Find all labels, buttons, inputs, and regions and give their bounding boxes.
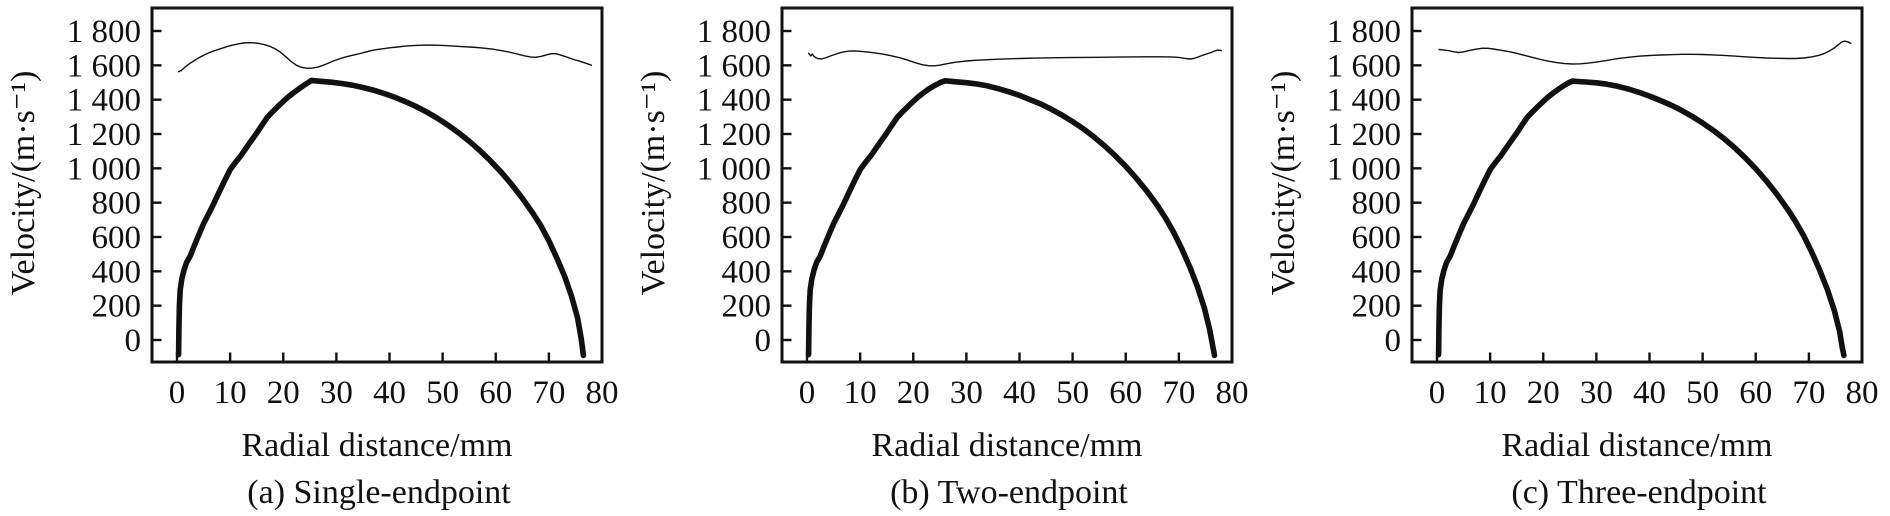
y-tick-label: 400 bbox=[1352, 254, 1402, 290]
y-tick-label: 1 400 bbox=[1327, 83, 1401, 119]
y-tick-label: 1 000 bbox=[67, 151, 141, 187]
x-tick-label: 10 bbox=[214, 375, 247, 411]
x-tick-label: 40 bbox=[373, 375, 406, 411]
y-tick-label: 200 bbox=[92, 289, 142, 325]
y-tick-label: 1 200 bbox=[67, 117, 141, 153]
y-tick-label: 0 bbox=[1385, 323, 1402, 359]
x-tick-label: 70 bbox=[1162, 375, 1195, 411]
plot-frame bbox=[780, 6, 1234, 364]
x-tick-label: 30 bbox=[950, 375, 983, 411]
y-tick-label: 400 bbox=[722, 254, 772, 290]
panel-two-endpoint: 0 10 20 30 40 50 60 70 80 0 200 400 600 800 1 000 1 200… bbox=[630, 0, 1260, 516]
y-axis-label: Velocity/(m·s⁻¹) bbox=[1265, 71, 1302, 296]
y-axis-label: Velocity/(m·s⁻¹) bbox=[635, 71, 672, 296]
y-tick-label: 600 bbox=[92, 220, 142, 256]
thin-velocity-curve bbox=[807, 49, 1223, 67]
plot-frame bbox=[150, 6, 604, 364]
x-tick-label: 50 bbox=[426, 375, 459, 411]
y-tick-label: 1 600 bbox=[67, 48, 141, 84]
x-tick-label: 10 bbox=[844, 375, 877, 411]
thick-velocity-curve bbox=[805, 78, 1218, 359]
y-axis-label: Velocity/(m·s⁻¹) bbox=[5, 71, 42, 296]
x-tick-label: 20 bbox=[267, 375, 300, 411]
x-tick-label: 30 bbox=[320, 375, 353, 411]
x-tick-label: 80 bbox=[1846, 375, 1879, 411]
x-tick-label: 0 bbox=[1429, 375, 1446, 411]
x-tick-label: 20 bbox=[1527, 375, 1560, 411]
y-tick-label: 1 600 bbox=[1327, 48, 1401, 84]
x-tick-label: 20 bbox=[897, 375, 930, 411]
x-tick-label: 10 bbox=[1474, 375, 1507, 411]
y-tick-label: 1 800 bbox=[67, 14, 141, 50]
x-tick-label: 80 bbox=[586, 375, 619, 411]
x-tick-label: 40 bbox=[1633, 375, 1666, 411]
x-tick-label: 0 bbox=[169, 375, 186, 411]
y-tick-label: 600 bbox=[722, 220, 772, 256]
thick-velocity-curve bbox=[1435, 78, 1847, 359]
y-tick-label: 1 000 bbox=[697, 151, 771, 187]
y-tick-label: 800 bbox=[1352, 186, 1402, 222]
x-axis-label: Radial distance/mm bbox=[242, 427, 513, 464]
y-tick-label: 200 bbox=[1352, 289, 1402, 325]
y-tick-label: 1 000 bbox=[1327, 151, 1401, 187]
x-axis-label: Radial distance/mm bbox=[1502, 427, 1773, 464]
plot-frame bbox=[1410, 6, 1864, 364]
panel-caption: (b) Two-endpoint bbox=[890, 474, 1128, 511]
x-tick-label: 30 bbox=[1580, 375, 1613, 411]
x-tick-label: 60 bbox=[1109, 375, 1142, 411]
y-tick-label: 0 bbox=[125, 323, 142, 359]
y-tick-label: 1 800 bbox=[1327, 14, 1401, 50]
y-tick-label: 800 bbox=[722, 186, 772, 222]
y-tick-label: 1 400 bbox=[67, 83, 141, 119]
x-tick-label: 70 bbox=[532, 375, 565, 411]
y-tick-label: 800 bbox=[92, 186, 142, 222]
x-tick-label: 50 bbox=[1056, 375, 1089, 411]
panel-caption: (a) Single-endpoint bbox=[247, 474, 511, 511]
y-tick-label: 1 200 bbox=[1327, 117, 1401, 153]
x-axis-label: Radial distance/mm bbox=[872, 427, 1143, 464]
x-tick-label: 50 bbox=[1686, 375, 1719, 411]
x-tick-label: 60 bbox=[1739, 375, 1772, 411]
y-tick-label: 600 bbox=[1352, 220, 1402, 256]
y-tick-label: 1 800 bbox=[697, 14, 771, 50]
y-tick-label: 1 200 bbox=[697, 117, 771, 153]
x-tick-label: 80 bbox=[1216, 375, 1249, 411]
thin-velocity-curve bbox=[1438, 40, 1852, 65]
y-tick-label: 0 bbox=[755, 323, 772, 359]
thin-velocity-curve bbox=[177, 42, 593, 73]
panel-caption: (c) Three-endpoint bbox=[1511, 474, 1767, 511]
x-tick-label: 0 bbox=[799, 375, 816, 411]
thick-velocity-curve bbox=[175, 77, 587, 359]
y-tick-label: 400 bbox=[92, 254, 142, 290]
panel-three-endpoint: 0 10 20 30 40 50 60 70 80 0 200 400 600 800 1 000 1 200… bbox=[1260, 0, 1890, 516]
y-tick-label: 1 600 bbox=[697, 48, 771, 84]
y-tick-label: 1 400 bbox=[697, 83, 771, 119]
panel-single-endpoint: 0 10 20 30 40 50 60 70 80 0 200 400 600 800 1 000 1 200… bbox=[0, 0, 630, 516]
y-tick-label: 200 bbox=[722, 289, 772, 325]
x-tick-label: 40 bbox=[1003, 375, 1036, 411]
x-tick-label: 60 bbox=[479, 375, 512, 411]
x-tick-label: 70 bbox=[1792, 375, 1825, 411]
